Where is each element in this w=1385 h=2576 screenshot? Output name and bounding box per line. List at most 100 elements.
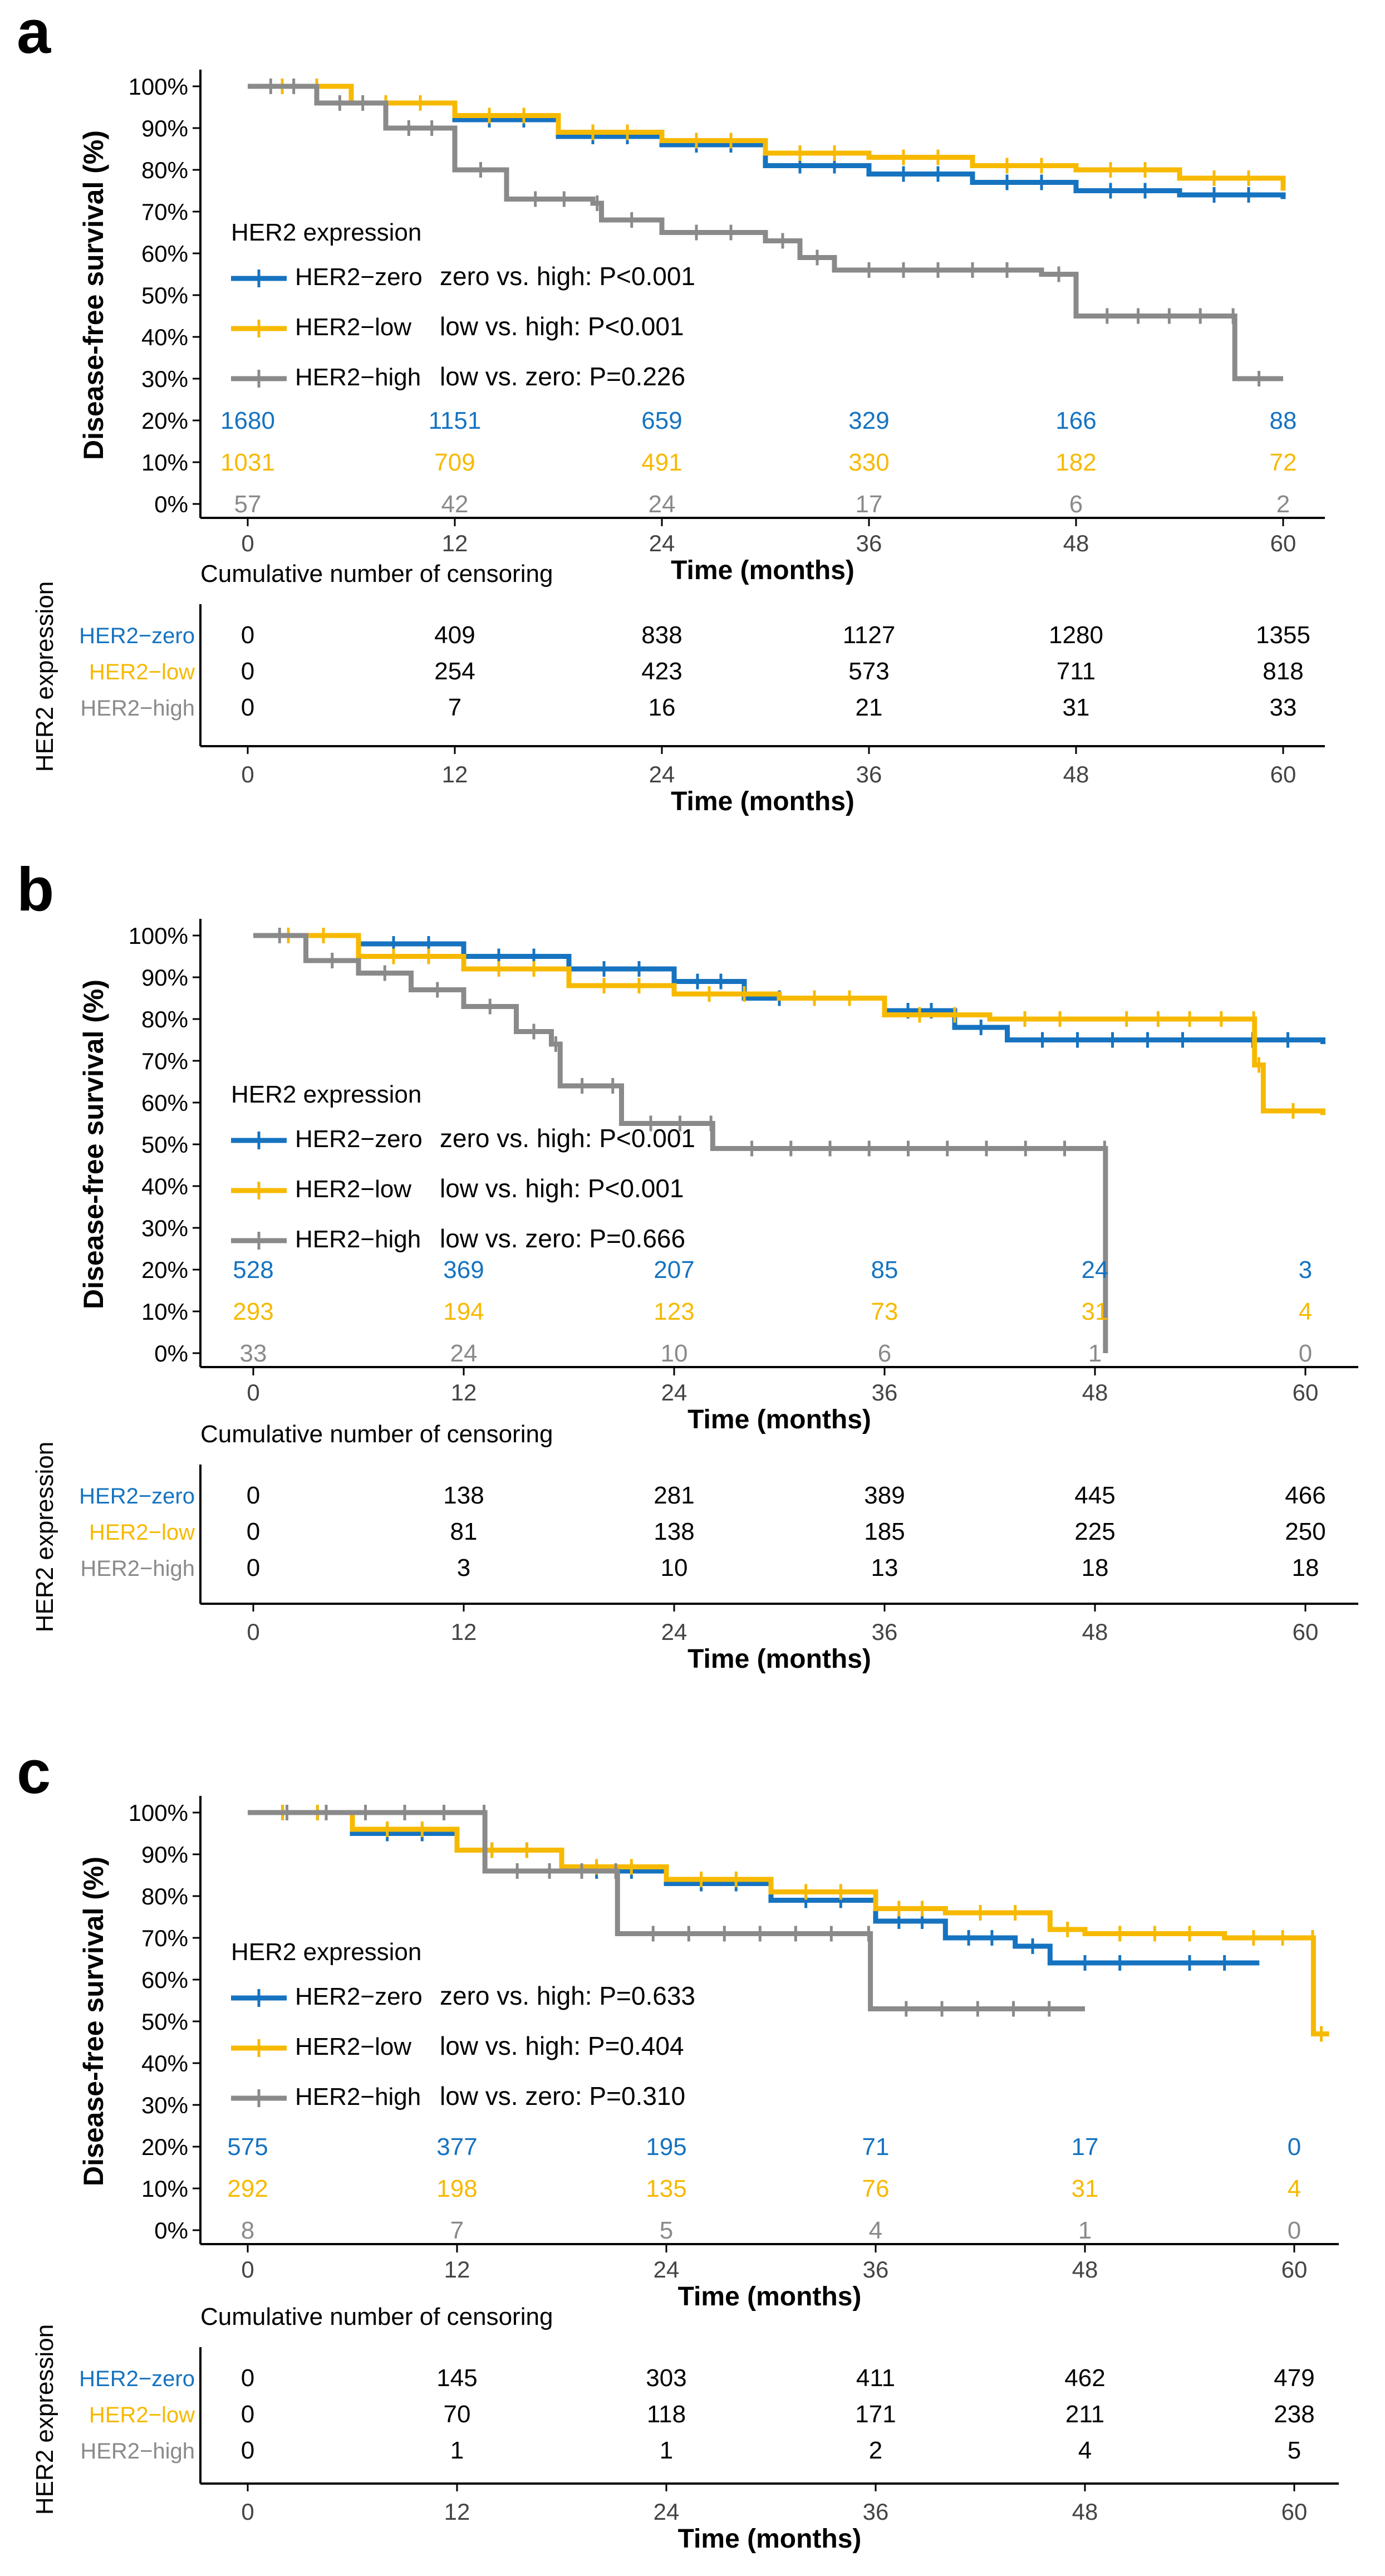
censor-count-zero: 303 — [646, 2364, 686, 2392]
censor-x-tick-label: 0 — [241, 761, 254, 787]
at-risk-low: 4 — [1288, 2175, 1301, 2202]
censor-row-label-zero: HER2−zero — [79, 624, 195, 648]
at-risk-high: 57 — [234, 491, 262, 518]
y-tick-label: 10% — [141, 449, 188, 476]
y-tick-label: 50% — [141, 282, 188, 308]
y-tick-label: 10% — [141, 1299, 188, 1325]
censor-x-tick-label: 48 — [1063, 761, 1089, 787]
x-tick-label: 24 — [649, 530, 675, 556]
p-value-text: low vs. high: P<0.001 — [440, 312, 684, 341]
censor-row-label-high: HER2−high — [80, 1556, 195, 1581]
p-value-text: low vs. zero: P=0.226 — [440, 362, 685, 391]
legend-title: HER2 expression — [231, 1938, 421, 1966]
x-tick-label: 36 — [872, 1379, 898, 1405]
censor-y-title: HER2 expression — [31, 2324, 58, 2515]
censor-x-tick-label: 24 — [649, 761, 675, 787]
y-tick-label: 20% — [141, 408, 188, 434]
censor-count-high: 18 — [1292, 1554, 1319, 1581]
censor-count-zero: 0 — [247, 1482, 260, 1509]
at-risk-low: 182 — [1055, 449, 1096, 476]
y-tick-label: 40% — [141, 2050, 188, 2077]
censor-count-high: 3 — [457, 1554, 470, 1581]
y-tick-label: 70% — [141, 1925, 188, 1951]
censor-y-title: HER2 expression — [31, 1442, 58, 1632]
censor-count-high: 2 — [869, 2437, 882, 2464]
y-axis-title: Disease-free survival (%) — [78, 1857, 109, 2186]
legend-label-zero: HER2−zero — [295, 1125, 423, 1153]
censor-count-zero: 0 — [241, 621, 254, 649]
y-tick-label: 100% — [129, 74, 188, 100]
censor-count-zero: 838 — [641, 621, 682, 649]
at-risk-low: 292 — [227, 2175, 268, 2202]
legend-title: HER2 expression — [231, 219, 421, 246]
censor-x-tick-label: 60 — [1281, 2499, 1308, 2525]
at-risk-high: 8 — [241, 2217, 254, 2244]
at-risk-high: 10 — [661, 1340, 688, 1367]
y-tick-label: 40% — [141, 324, 188, 350]
y-tick-label: 50% — [141, 2009, 188, 2035]
x-tick-label: 48 — [1082, 1379, 1108, 1405]
legend-label-high: HER2−high — [295, 1226, 421, 1253]
p-value-text: low vs. zero: P=0.310 — [440, 2082, 685, 2110]
censor-count-low: 225 — [1074, 1518, 1115, 1545]
at-risk-high: 24 — [649, 491, 676, 518]
legend-label-high: HER2−high — [295, 2083, 421, 2110]
at-risk-zero: 17 — [1072, 2133, 1099, 2161]
y-tick-label: 100% — [129, 923, 188, 949]
censor-count-zero: 1127 — [843, 621, 896, 649]
censor-count-low: 238 — [1274, 2401, 1314, 2428]
censor-count-high: 18 — [1082, 1554, 1109, 1581]
at-risk-zero: 24 — [1082, 1256, 1109, 1284]
at-risk-zero: 1680 — [220, 407, 275, 434]
censor-x-axis-title: Time (months) — [687, 1644, 871, 1674]
y-tick-label: 0% — [154, 2217, 188, 2244]
at-risk-zero: 575 — [227, 2133, 268, 2161]
censor-count-zero: 281 — [654, 1482, 694, 1509]
x-tick-label: 12 — [442, 530, 468, 556]
at-risk-low: 194 — [443, 1298, 484, 1325]
censor-count-zero: 411 — [856, 2364, 895, 2392]
censor-x-tick-label: 60 — [1270, 761, 1296, 787]
censor-x-tick-label: 12 — [442, 761, 468, 787]
x-axis-title: Time (months) — [678, 2282, 862, 2311]
at-risk-zero: 88 — [1270, 407, 1297, 434]
at-risk-high: 33 — [240, 1340, 267, 1367]
censor-x-axis-title: Time (months) — [671, 787, 854, 816]
legend-title: HER2 expression — [231, 1081, 421, 1108]
p-value-text: zero vs. high: P<0.001 — [440, 1124, 695, 1153]
at-risk-high: 0 — [1299, 1340, 1312, 1367]
at-risk-high: 7 — [450, 2217, 464, 2244]
at-risk-zero: 0 — [1288, 2133, 1301, 2161]
x-tick-label: 12 — [444, 2256, 470, 2283]
at-risk-low: 709 — [434, 449, 475, 476]
y-tick-label: 30% — [141, 366, 188, 392]
x-tick-label: 0 — [241, 530, 254, 556]
at-risk-high: 6 — [878, 1340, 891, 1367]
censor-x-tick-label: 36 — [872, 1619, 898, 1645]
censor-table-title: Cumulative number of censoring — [200, 2303, 553, 2330]
censor-count-zero: 409 — [434, 621, 475, 649]
at-risk-high: 2 — [1276, 491, 1290, 518]
at-risk-high: 0 — [1288, 2217, 1301, 2244]
legend-label-high: HER2−high — [295, 364, 421, 391]
censor-x-tick-label: 36 — [856, 761, 882, 787]
y-tick-label: 20% — [141, 1257, 188, 1283]
at-risk-high: 17 — [856, 491, 883, 518]
at-risk-high: 24 — [450, 1340, 478, 1367]
panel-label: c — [17, 1738, 51, 1806]
censor-row-label-high: HER2−high — [80, 696, 195, 721]
x-tick-label: 60 — [1293, 1379, 1319, 1405]
censor-count-high: 0 — [241, 2437, 254, 2464]
panel-label: a — [17, 0, 51, 66]
censor-count-low: 0 — [241, 658, 254, 685]
censor-table-title: Cumulative number of censoring — [200, 1421, 553, 1448]
censor-count-low: 423 — [641, 658, 682, 685]
at-risk-high: 1 — [1088, 1340, 1102, 1367]
panel-b: b 100% 90% 80% 70% 60% 50% 40% 30% 20% 10% 0% 0 12 24 3… — [17, 855, 1358, 1674]
at-risk-zero: 1151 — [429, 407, 482, 434]
censor-x-tick-label: 24 — [654, 2499, 680, 2525]
censor-count-low: 0 — [241, 2401, 254, 2428]
censor-y-title: HER2 expression — [31, 581, 58, 772]
censor-count-zero: 145 — [436, 2364, 477, 2392]
